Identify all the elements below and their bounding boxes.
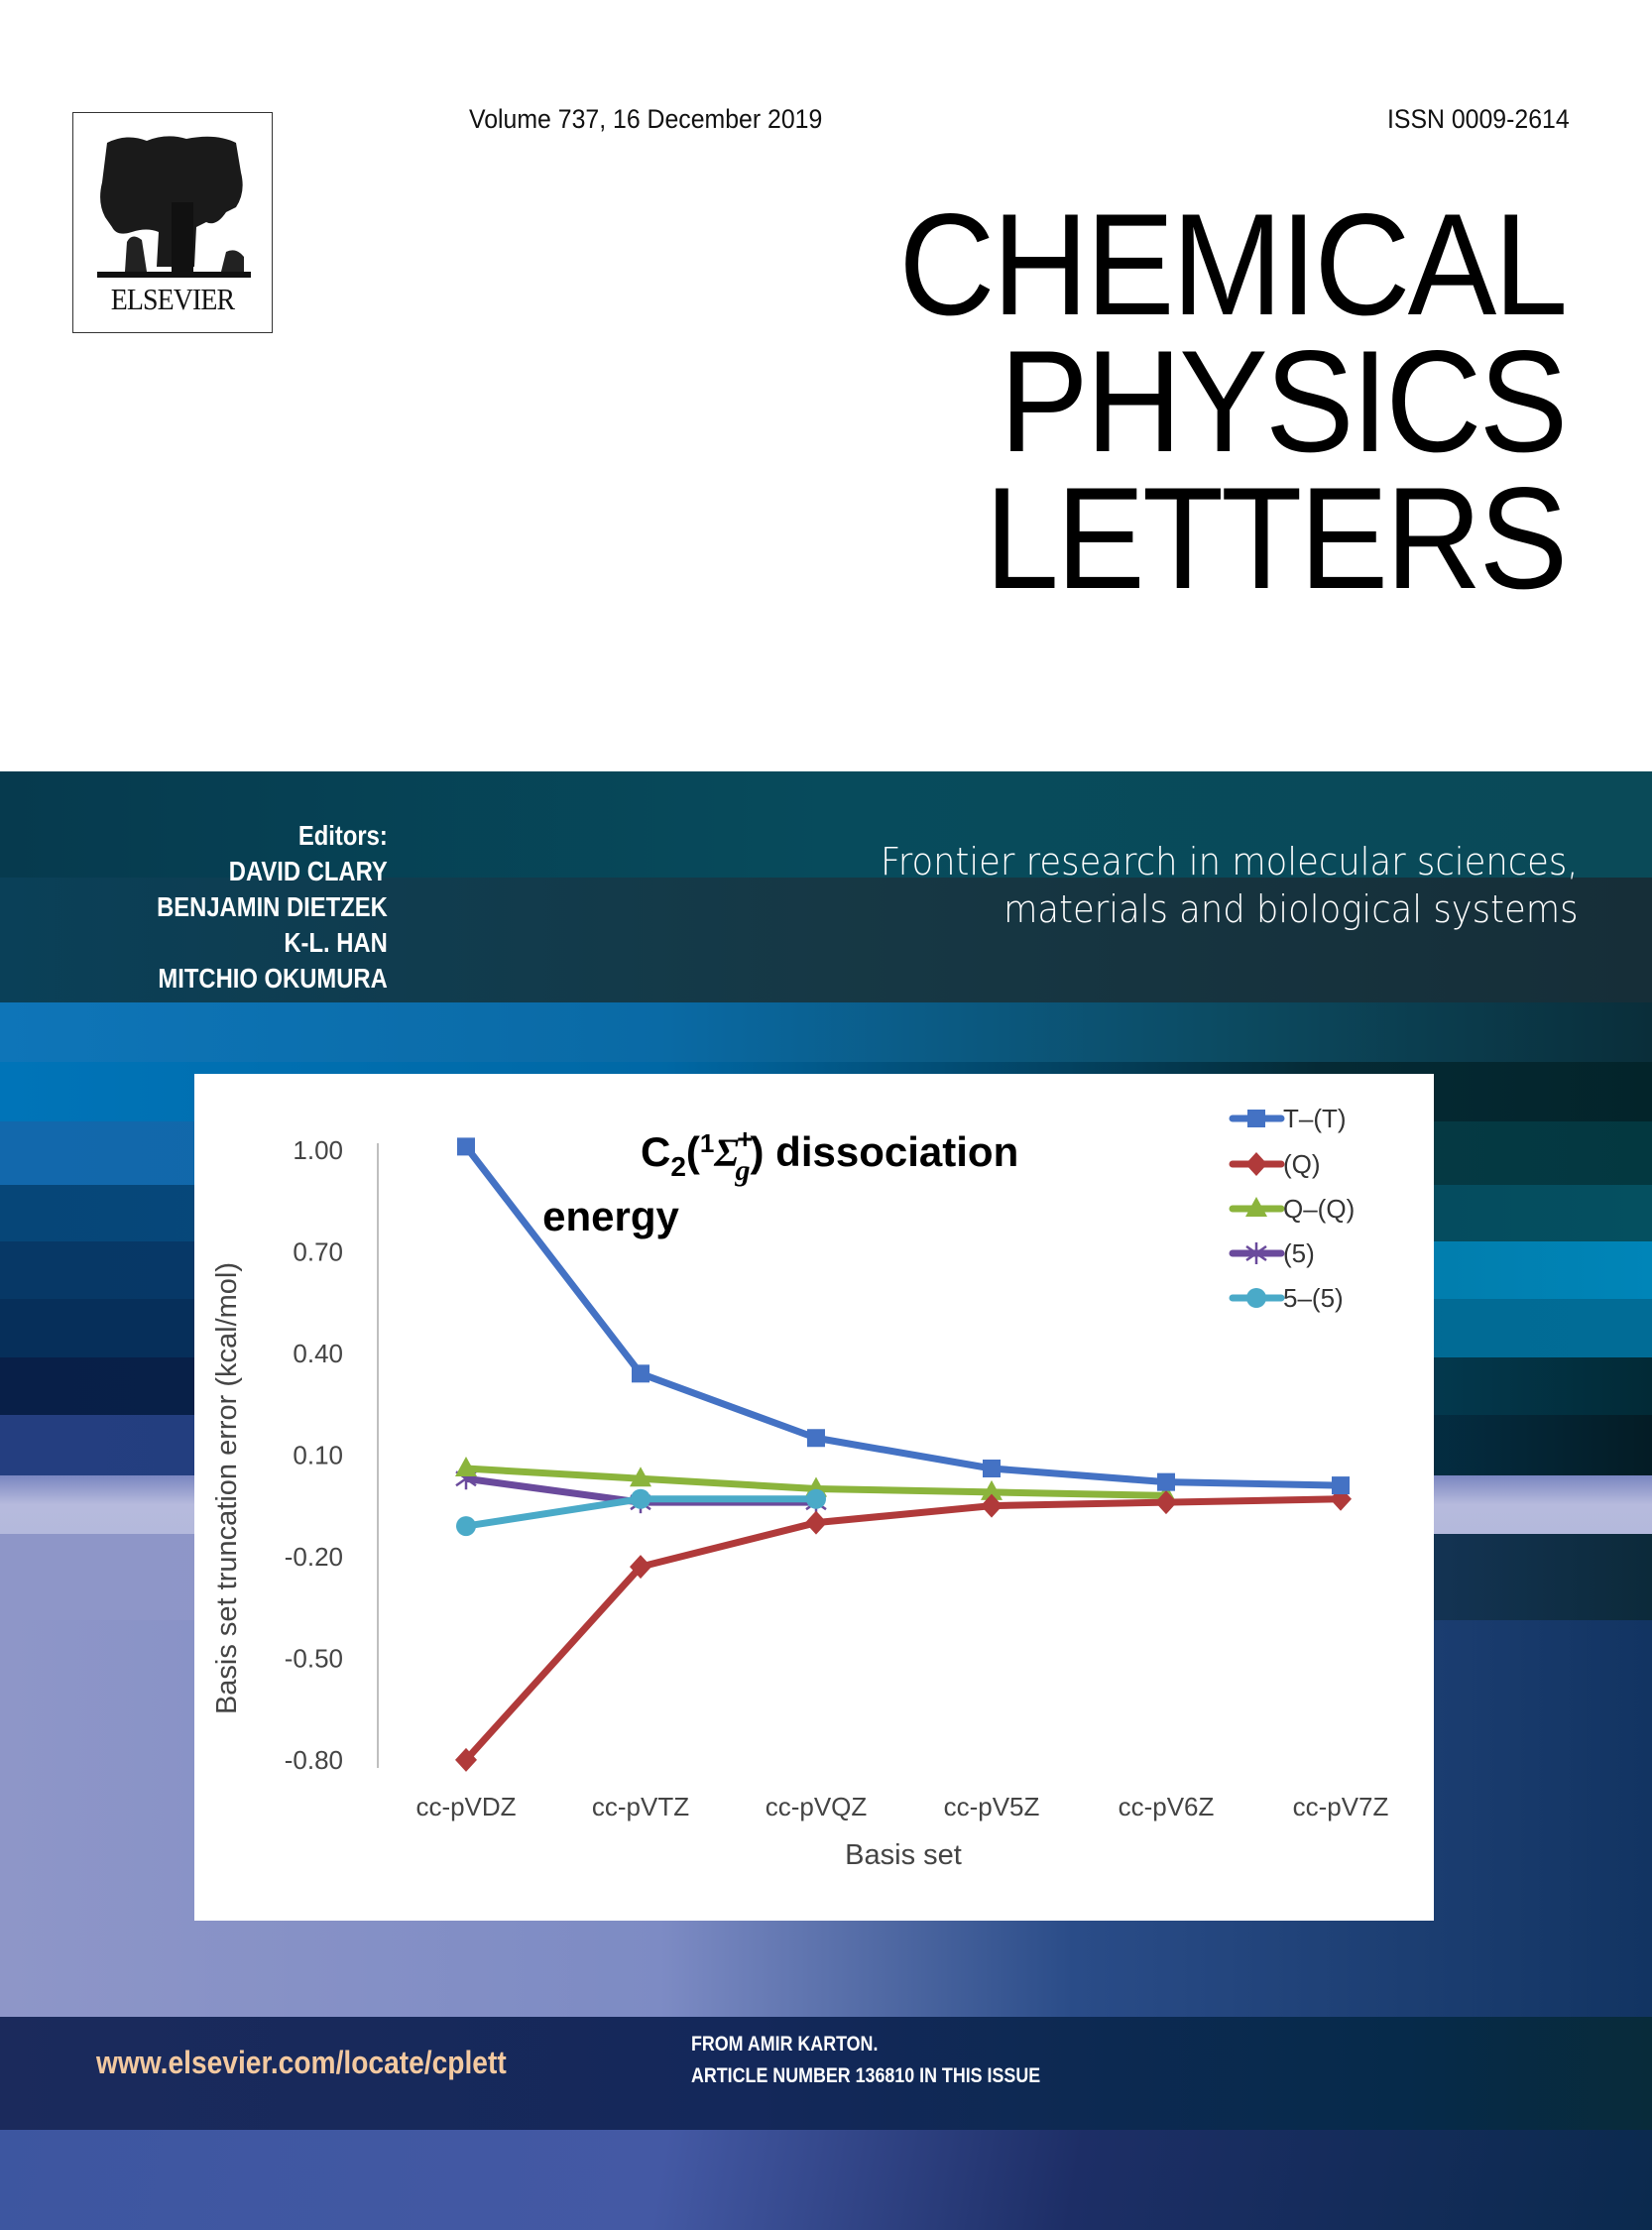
square-marker-icon [1157, 1472, 1175, 1491]
elsevier-logo: ELSEVIER [72, 112, 273, 333]
diamond-marker-icon [1245, 1152, 1267, 1176]
circle-marker-icon [456, 1516, 476, 1537]
volume-info: Volume 737, 16 December 2019 [469, 104, 823, 134]
legend-label: Q–(Q) [1283, 1194, 1355, 1224]
series-line [463, 1144, 1342, 1489]
triangle-marker-icon [1245, 1197, 1267, 1217]
footer-strip [0, 2017, 1652, 2130]
y-tick-label: -0.50 [285, 1643, 343, 1673]
diamond-marker-icon [630, 1555, 651, 1580]
tree-icon [97, 136, 251, 278]
issn: ISSN 0009-2614 [1387, 104, 1570, 134]
journal-tagline: Frontier research in molecular sciences,… [881, 838, 1579, 933]
credit-line-1: FROM AMIR KARTON. [691, 2033, 879, 2055]
triangle-marker-icon [981, 1479, 1003, 1500]
journal-title-line-2: PHYSICS [999, 320, 1568, 482]
editors-heading: Editors: [298, 820, 388, 851]
credit-line-2: ARTICLE NUMBER 136810 IN THIS ISSUE [691, 2064, 1041, 2087]
journal-title-line-3: LETTERS [984, 457, 1568, 619]
tagline-line-1: Frontier research in molecular sciences, [881, 840, 1579, 883]
legend-label: (Q) [1283, 1149, 1321, 1179]
editor-name: BENJAMIN DIETZEK [157, 891, 388, 922]
journal-url-link[interactable]: www.elsevier.com/locate/cplett [96, 2045, 507, 2080]
y-tick-label: 1.00 [293, 1135, 343, 1165]
tagline-line-2: materials and biological systems [1003, 887, 1579, 931]
triangle-marker-icon [455, 1456, 477, 1476]
legend-label: T–(T) [1283, 1104, 1347, 1133]
diamond-marker-icon [455, 1747, 477, 1772]
editor-name: DAVID CLARY [229, 856, 388, 886]
x-tick-label: cc-pV5Z [944, 1792, 1040, 1821]
circle-marker-icon [806, 1488, 826, 1509]
x-tick-label: cc-pVQZ [766, 1792, 868, 1821]
chart-panel: 1.00 0.70 0.40 0.10 -0.20 -0.50 -0.80 Basis set… [194, 1074, 1434, 1921]
y-tick-label: -0.80 [285, 1745, 343, 1775]
square-marker-icon [983, 1459, 1001, 1477]
chart-title-line-2: energy [542, 1193, 679, 1239]
y-tick-label: 0.10 [293, 1440, 343, 1469]
series-line [463, 1495, 1342, 1763]
square-marker-icon [457, 1137, 475, 1156]
editors-block: Editors: DAVID CLARY BENJAMIN DIETZEK K-… [157, 818, 388, 997]
y-axis-title: Basis set truncation error (kcal/mol) [211, 1262, 243, 1714]
x-tick-label: cc-pVTZ [592, 1792, 689, 1821]
circle-marker-icon [1246, 1288, 1266, 1308]
x-axis-title: Basis set [845, 1839, 962, 1871]
editor-name: MITCHIO OKUMURA [158, 963, 388, 994]
circle-marker-icon [631, 1488, 650, 1509]
y-tick-label: 0.70 [293, 1236, 343, 1266]
cover-credit: FROM AMIR KARTON. ARTICLE NUMBER 136810 … [691, 2029, 1040, 2092]
triangle-marker-icon [630, 1467, 651, 1487]
elsevier-wordmark: ELSEVIER [110, 282, 235, 316]
legend-label: (5) [1283, 1238, 1315, 1268]
editor-name: K-L. HAN [284, 927, 388, 958]
diamond-marker-icon [1330, 1486, 1352, 1511]
diamond-marker-icon [805, 1510, 827, 1535]
journal-title: CHEMICAL PHYSICS LETTERS [897, 183, 1568, 619]
chart-title: C2(1Σ+ g) dissociation [641, 1123, 1018, 1187]
diamond-marker-icon [981, 1493, 1003, 1518]
square-marker-icon [807, 1429, 825, 1448]
cover-header: ELSEVIER Volume 737, 16 December 2019 IS… [0, 0, 1652, 771]
y-tick-label: 0.40 [293, 1339, 343, 1368]
y-tick-label: -0.20 [285, 1542, 343, 1572]
line-chart: 1.00 0.70 0.40 0.10 -0.20 -0.50 -0.80 Basis set… [211, 1104, 1389, 1871]
x-tick-label: cc-pV6Z [1119, 1792, 1215, 1821]
square-marker-icon [1247, 1110, 1265, 1127]
journal-title-line-1: CHEMICAL [897, 183, 1568, 345]
diamond-marker-icon [1155, 1490, 1177, 1515]
square-marker-icon [1332, 1476, 1350, 1495]
x-tick-label: cc-pV7Z [1293, 1792, 1389, 1821]
asterisk-marker-icon [1245, 1242, 1267, 1264]
legend-label: 5–(5) [1283, 1283, 1344, 1313]
x-tick-label: cc-pVDZ [415, 1792, 516, 1821]
square-marker-icon [632, 1364, 649, 1383]
